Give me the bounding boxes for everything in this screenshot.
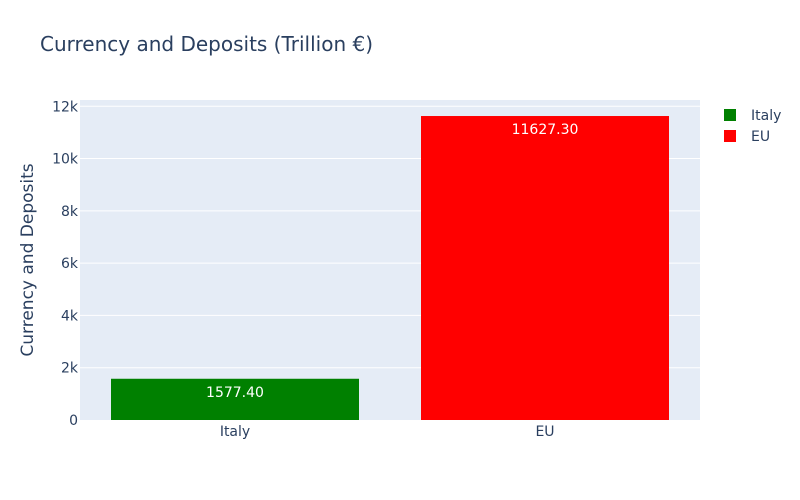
legend-label: Italy <box>751 108 781 124</box>
chart-title: Currency and Deposits (Trillion €) <box>40 32 373 56</box>
x-tick-label: EU <box>535 424 554 440</box>
legend-swatch <box>724 130 736 142</box>
y-tick-label: 0 <box>69 413 78 429</box>
y-tick-label: 6k <box>61 256 79 272</box>
legend-swatch <box>724 109 736 121</box>
y-tick-label: 12k <box>52 99 79 115</box>
y-tick-label: 2k <box>61 361 79 377</box>
bar-eu[interactable] <box>421 116 669 420</box>
bar-value-label: 1577.40 <box>206 385 264 401</box>
y-tick-label: 10k <box>52 152 79 168</box>
y-axis-ticks: 0 2k 4k 6k 8k 10k 12k <box>52 99 79 429</box>
legend[interactable]: Italy EU <box>724 108 781 145</box>
legend-item-italy[interactable]: Italy <box>724 108 781 124</box>
y-tick-label: 8k <box>61 204 79 220</box>
x-axis-ticks: Italy EU <box>220 424 555 440</box>
y-axis-title: Currency and Deposits <box>18 163 38 356</box>
bar-value-label: 11627.30 <box>512 122 579 138</box>
legend-item-eu[interactable]: EU <box>724 129 770 145</box>
y-tick-label: 4k <box>61 308 79 324</box>
legend-label: EU <box>751 129 770 145</box>
x-tick-label: Italy <box>220 424 250 440</box>
